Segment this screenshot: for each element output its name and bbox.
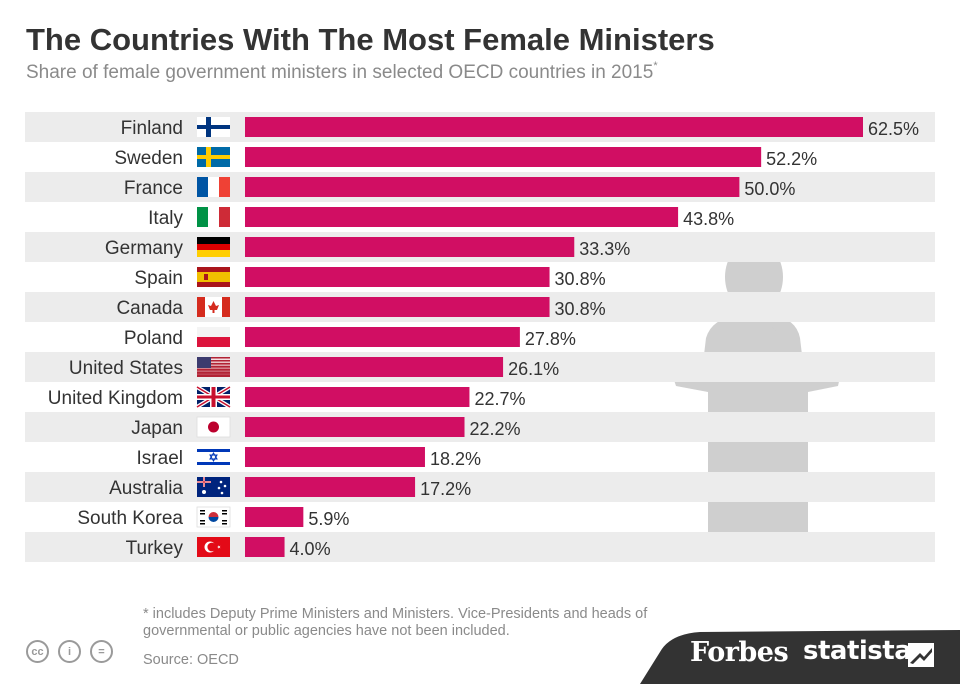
footer-band: [640, 630, 960, 684]
value-label: 62.5%: [868, 119, 919, 139]
category-label: Finland: [121, 118, 183, 139]
source-note: Source: OECD: [143, 652, 239, 668]
category-label: South Korea: [77, 508, 183, 529]
bar[interactable]: [245, 237, 575, 257]
category-label: Italy: [148, 208, 183, 229]
bar[interactable]: [245, 387, 470, 407]
bar-row: United Kingdom 22.7%: [48, 385, 526, 409]
value-label: 50.0%: [744, 179, 795, 199]
no-derivatives-icon[interactable]: =: [90, 640, 113, 663]
category-label: Australia: [109, 478, 183, 499]
bar[interactable]: [245, 537, 285, 557]
bar-row: Sweden 52.2%: [114, 147, 817, 169]
forbes-logo[interactable]: Forbes: [690, 637, 789, 668]
canada-flag-icon: [197, 297, 230, 317]
category-label: United States: [69, 358, 183, 379]
value-label: 4.0%: [290, 539, 331, 559]
bar[interactable]: [245, 477, 416, 497]
value-label: 22.2%: [470, 419, 521, 439]
category-label: Canada: [116, 298, 183, 319]
value-label: 52.2%: [766, 149, 817, 169]
row-stripe: [25, 532, 935, 562]
bar-row: Italy 43.8%: [148, 207, 734, 229]
subtitle-text: Share of female government ministers in …: [26, 62, 654, 83]
creative-commons-icon[interactable]: cc: [26, 640, 49, 663]
category-label: Japan: [131, 418, 183, 439]
italy-flag-icon: [197, 207, 230, 227]
bar[interactable]: [245, 117, 863, 137]
bar[interactable]: [245, 267, 550, 287]
bar[interactable]: [245, 327, 520, 347]
turkey-flag-icon: [197, 537, 230, 557]
license-icons: cc i =: [26, 640, 113, 663]
value-label: 17.2%: [420, 479, 471, 499]
israel-flag-icon: [197, 447, 230, 467]
chart-title: The Countries With The Most Female Minis…: [26, 22, 715, 57]
value-label: 22.7%: [474, 389, 525, 409]
value-label: 26.1%: [508, 359, 559, 379]
bar-row: Japan 22.2%: [25, 412, 935, 442]
bar[interactable]: [245, 357, 504, 377]
value-label: 43.8%: [683, 209, 734, 229]
value-label: 33.3%: [579, 239, 630, 259]
south-korea-flag-icon: [196, 506, 231, 528]
sweden-flag-icon: [197, 147, 230, 167]
bar-row: Israel 18.2%: [137, 447, 481, 469]
bar[interactable]: [245, 447, 425, 467]
category-label: Poland: [124, 328, 183, 349]
podium-illustration: [670, 241, 842, 560]
united-kingdom-flag-icon: [195, 385, 232, 409]
category-label: Turkey: [126, 538, 184, 559]
statista-logo[interactable]: statista: [803, 636, 912, 666]
bar-row: Turkey 4.0%: [25, 532, 935, 562]
value-label: 30.8%: [555, 269, 606, 289]
bar[interactable]: [245, 147, 762, 167]
value-label: 30.8%: [555, 299, 606, 319]
japan-flag-icon: [196, 416, 231, 438]
value-label: 18.2%: [430, 449, 481, 469]
bar[interactable]: [245, 177, 740, 197]
bar-row: Poland 27.8%: [124, 327, 576, 349]
bar[interactable]: [245, 297, 550, 317]
category-label: Israel: [137, 448, 183, 469]
category-label: France: [124, 178, 183, 199]
bar-row: Finland 62.5%: [25, 112, 935, 142]
category-label: Spain: [134, 268, 183, 289]
bar-row: Canada 30.8%: [25, 292, 935, 322]
chart-subtitle: Share of female government ministers in …: [26, 60, 658, 84]
category-label: Sweden: [114, 148, 183, 169]
row-stripe: [25, 412, 935, 442]
bar-row: France 50.0%: [25, 172, 935, 202]
germany-flag-icon: [197, 237, 230, 257]
australia-flag-icon: [197, 477, 230, 497]
bar-row: South Korea 5.9%: [77, 506, 349, 529]
row-stripe: [25, 472, 935, 502]
bar-row: Australia 17.2%: [25, 472, 935, 502]
bar[interactable]: [245, 417, 465, 437]
category-label: Germany: [105, 238, 184, 259]
subtitle-footnote-mark: *: [653, 60, 658, 72]
category-label: United Kingdom: [48, 388, 183, 409]
statista-mark-icon: [908, 643, 934, 667]
finland-flag-icon: [197, 117, 230, 137]
spain-flag-icon: [197, 267, 230, 287]
attribution-icon[interactable]: i: [58, 640, 81, 663]
bar-row: United States 26.1%: [25, 352, 935, 382]
bar-row: Germany 33.3%: [25, 232, 935, 262]
united-states-flag-icon: [197, 357, 230, 377]
value-label: 5.9%: [308, 509, 349, 529]
france-flag-icon: [197, 177, 230, 197]
bar[interactable]: [245, 207, 679, 227]
bar-row: Spain 30.8%: [134, 267, 606, 289]
poland-flag-icon: [197, 327, 230, 347]
value-label: 27.8%: [525, 329, 576, 349]
footnote: * includes Deputy Prime Ministers and Mi…: [143, 606, 648, 639]
bar[interactable]: [245, 507, 304, 527]
chart-rows: Finland 62.5% Sweden 52.2% France 50.0% Italy 4…: [25, 112, 935, 562]
